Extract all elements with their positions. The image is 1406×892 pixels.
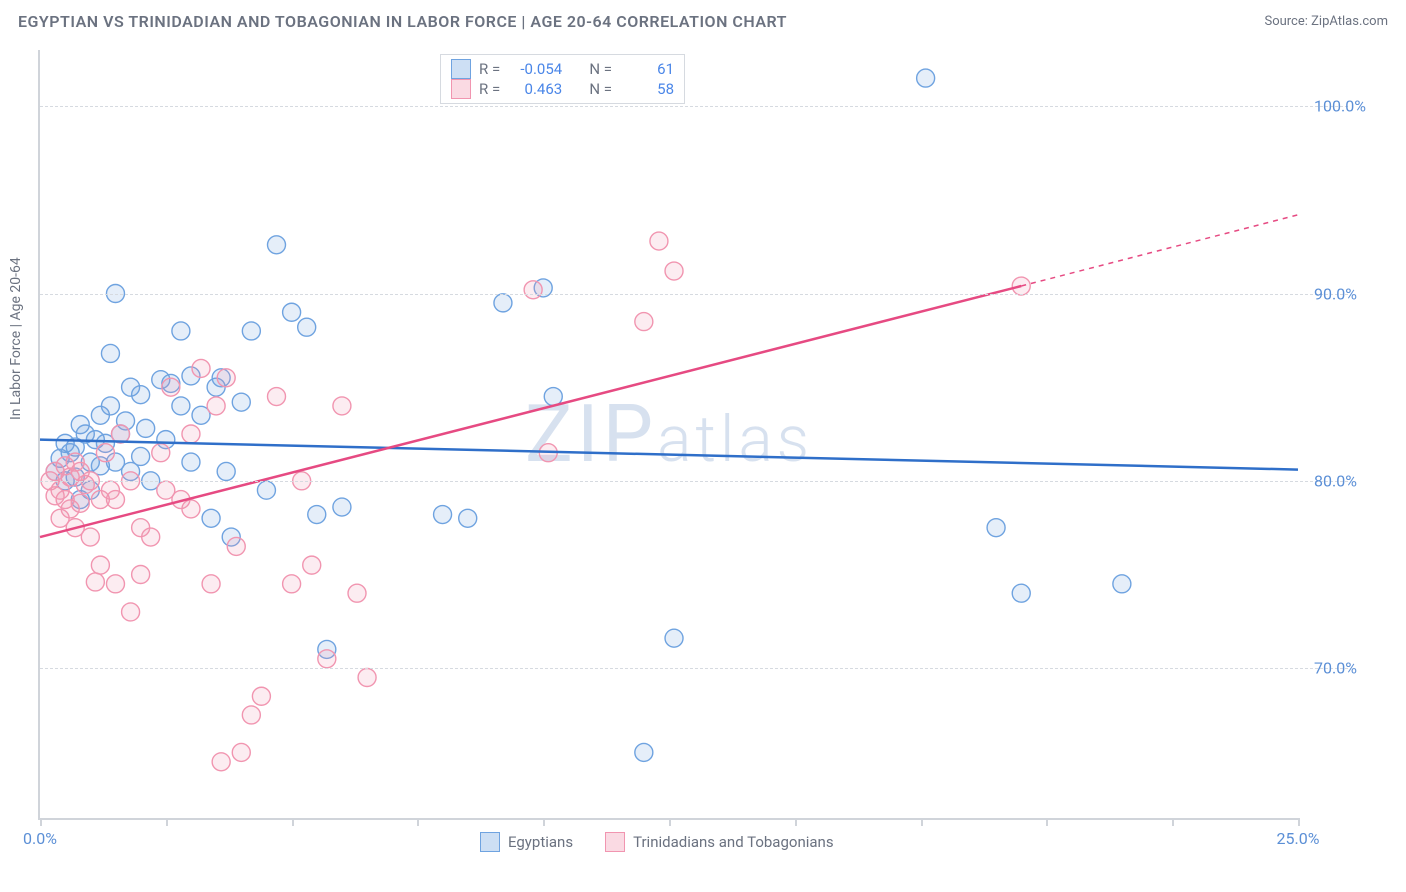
data-point: [635, 743, 653, 761]
data-point: [333, 397, 351, 415]
data-point: [182, 453, 200, 471]
x-tick-label: 0.0%: [23, 829, 57, 848]
data-point: [665, 262, 683, 280]
data-point: [71, 494, 89, 512]
data-point: [298, 318, 316, 336]
data-point: [142, 528, 160, 546]
data-point: [333, 498, 351, 516]
data-point: [318, 650, 336, 668]
x-tick: [1298, 818, 1300, 826]
x-tick: [1172, 818, 1174, 826]
data-point: [207, 397, 225, 415]
data-point: [172, 322, 190, 340]
x-tick: [292, 818, 294, 826]
data-point: [268, 388, 286, 406]
gridline: [40, 481, 1348, 482]
data-point: [283, 575, 301, 593]
data-point: [242, 322, 260, 340]
data-point: [132, 565, 150, 583]
data-point: [434, 506, 452, 524]
data-point: [137, 419, 155, 437]
y-axis-label: In Labor Force | Age 20-64: [8, 257, 24, 420]
data-point: [132, 386, 150, 404]
legend-item-egyptians: Egyptians: [480, 832, 573, 852]
data-point: [917, 69, 935, 87]
legend-label-egyptians: Egyptians: [508, 833, 573, 851]
data-point: [242, 706, 260, 724]
data-point: [106, 575, 124, 593]
chart-title: EGYPTIAN VS TRINIDADIAN AND TOBAGONIAN I…: [18, 12, 787, 31]
x-tick: [417, 818, 419, 826]
data-point: [665, 629, 683, 647]
y-tick-label: 70.0%: [1314, 659, 1384, 678]
x-tick: [166, 818, 168, 826]
data-point: [232, 743, 250, 761]
data-point: [232, 393, 250, 411]
data-point: [96, 444, 114, 462]
data-point: [106, 491, 124, 509]
data-point: [101, 397, 119, 415]
data-point: [348, 584, 366, 602]
y-tick-label: 90.0%: [1314, 284, 1384, 303]
data-point: [524, 281, 542, 299]
x-tick: [669, 818, 671, 826]
data-point: [308, 506, 326, 524]
scatter-plot-svg: [40, 50, 1298, 818]
data-point: [101, 344, 119, 362]
y-tick-label: 80.0%: [1314, 471, 1384, 490]
data-point: [182, 500, 200, 518]
data-point: [192, 359, 210, 377]
data-point: [217, 369, 235, 387]
data-point: [152, 444, 170, 462]
y-tick-label: 100.0%: [1314, 97, 1384, 116]
x-tick: [1046, 818, 1048, 826]
legend-swatch-trinidadians: [605, 832, 625, 852]
gridline: [40, 106, 1348, 107]
x-tick-label: 25.0%: [1277, 829, 1320, 848]
data-point: [1113, 575, 1131, 593]
data-point: [86, 573, 104, 591]
data-point: [252, 687, 270, 705]
plot-area: ZIPatlas R = -0.054 N = 61 R = 0.463 N =…: [38, 50, 1298, 820]
x-tick: [40, 818, 42, 826]
data-point: [132, 447, 150, 465]
data-point: [257, 481, 275, 499]
gridline: [40, 294, 1348, 295]
data-point: [162, 378, 180, 396]
trend-line-dashed: [1021, 215, 1298, 286]
data-point: [91, 556, 109, 574]
data-point: [212, 753, 230, 771]
data-point: [227, 537, 245, 555]
data-point: [459, 509, 477, 527]
legend-item-trinidadians: Trinidadians and Tobagonians: [605, 832, 833, 852]
data-point: [303, 556, 321, 574]
data-point: [1012, 584, 1030, 602]
x-tick: [543, 818, 545, 826]
legend-series: Egyptians Trinidadians and Tobagonians: [480, 832, 834, 852]
gridline: [40, 668, 1348, 669]
data-point: [217, 462, 235, 480]
data-point: [650, 232, 668, 250]
data-point: [358, 669, 376, 687]
data-point: [172, 397, 190, 415]
source-label: Source: ZipAtlas.com: [1264, 14, 1388, 29]
data-point: [122, 603, 140, 621]
data-point: [268, 236, 286, 254]
data-point: [635, 313, 653, 331]
x-tick: [795, 818, 797, 826]
data-point: [494, 294, 512, 312]
x-tick: [921, 818, 923, 826]
legend-swatch-egyptians: [480, 832, 500, 852]
data-point: [202, 575, 220, 593]
data-point: [987, 519, 1005, 537]
legend-label-trinidadians: Trinidadians and Tobagonians: [633, 833, 833, 851]
data-point: [283, 303, 301, 321]
data-point: [182, 425, 200, 443]
data-point: [202, 509, 220, 527]
data-point: [81, 528, 99, 546]
